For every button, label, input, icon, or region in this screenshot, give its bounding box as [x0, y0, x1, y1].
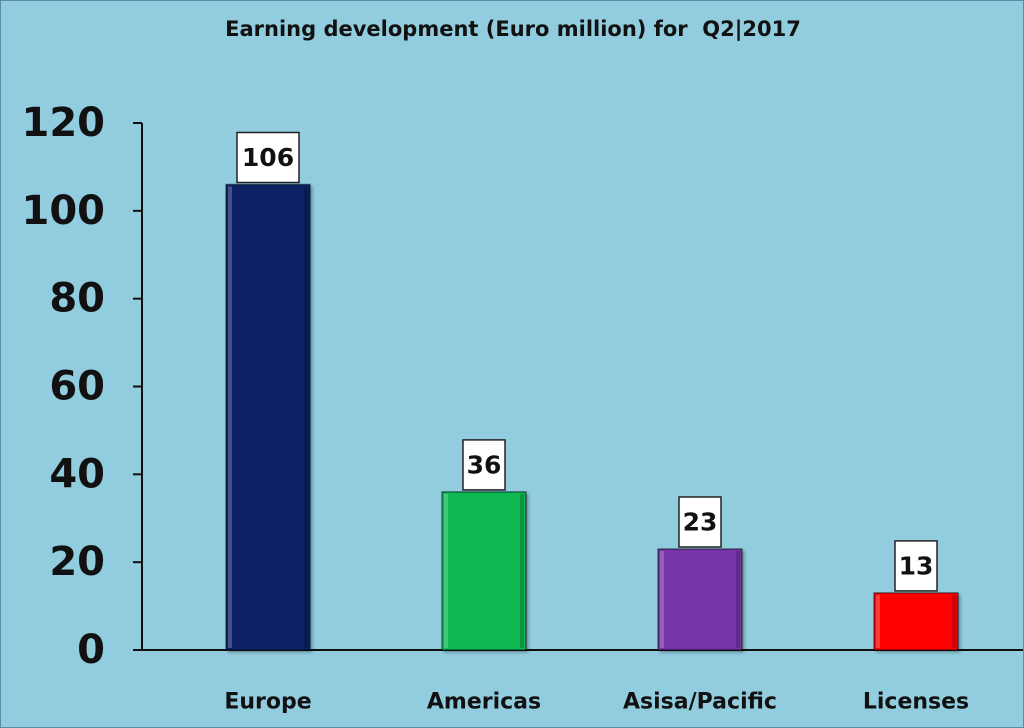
bar-americas: [441, 491, 527, 651]
y-tick-label: 0: [77, 627, 105, 673]
y-tick-label: 60: [49, 364, 105, 410]
data-label-box: [236, 131, 300, 184]
bar-edge-shade: [952, 594, 956, 648]
bar-highlight: [876, 594, 880, 648]
bar-edge-shade: [736, 550, 740, 648]
data-label: 106: [242, 143, 294, 172]
chart-title: Earning development (Euro million) for Q…: [225, 17, 801, 41]
data-label: 13: [899, 551, 934, 580]
y-tick-label: 20: [49, 539, 105, 585]
y-tick-label: 100: [22, 188, 106, 234]
data-label-box: [894, 540, 938, 592]
bar-licenses: [873, 592, 959, 651]
y-tick-label: 120: [22, 100, 106, 146]
data-label-box: [462, 439, 506, 491]
bar-highlight: [228, 186, 232, 648]
bar-highlight: [444, 493, 448, 648]
y-tick-label: 40: [49, 451, 105, 497]
y-tick-label: 80: [49, 276, 105, 322]
x-tick-label: Asisa/Pacific: [623, 690, 777, 715]
bars: [225, 183, 959, 651]
data-label: 36: [467, 450, 502, 479]
bar-asisa-pacific: [657, 548, 743, 651]
x-tick-label: Licenses: [863, 690, 969, 715]
data-labels: 106 36 23 13: [236, 131, 938, 592]
bar-edge-shade: [304, 186, 308, 648]
x-tick-label: Europe: [224, 690, 311, 715]
data-label: 23: [683, 507, 718, 536]
bar-highlight: [660, 550, 664, 648]
data-label-box: [678, 496, 722, 548]
x-axis: Europe Americas Asisa/Pacific Licenses: [142, 649, 1023, 715]
bar-edge-shade: [520, 493, 524, 648]
bar-europe: [225, 183, 311, 651]
y-axis: 0 20 40 60 80 100 120: [22, 100, 143, 673]
x-tick-label: Americas: [427, 690, 541, 715]
